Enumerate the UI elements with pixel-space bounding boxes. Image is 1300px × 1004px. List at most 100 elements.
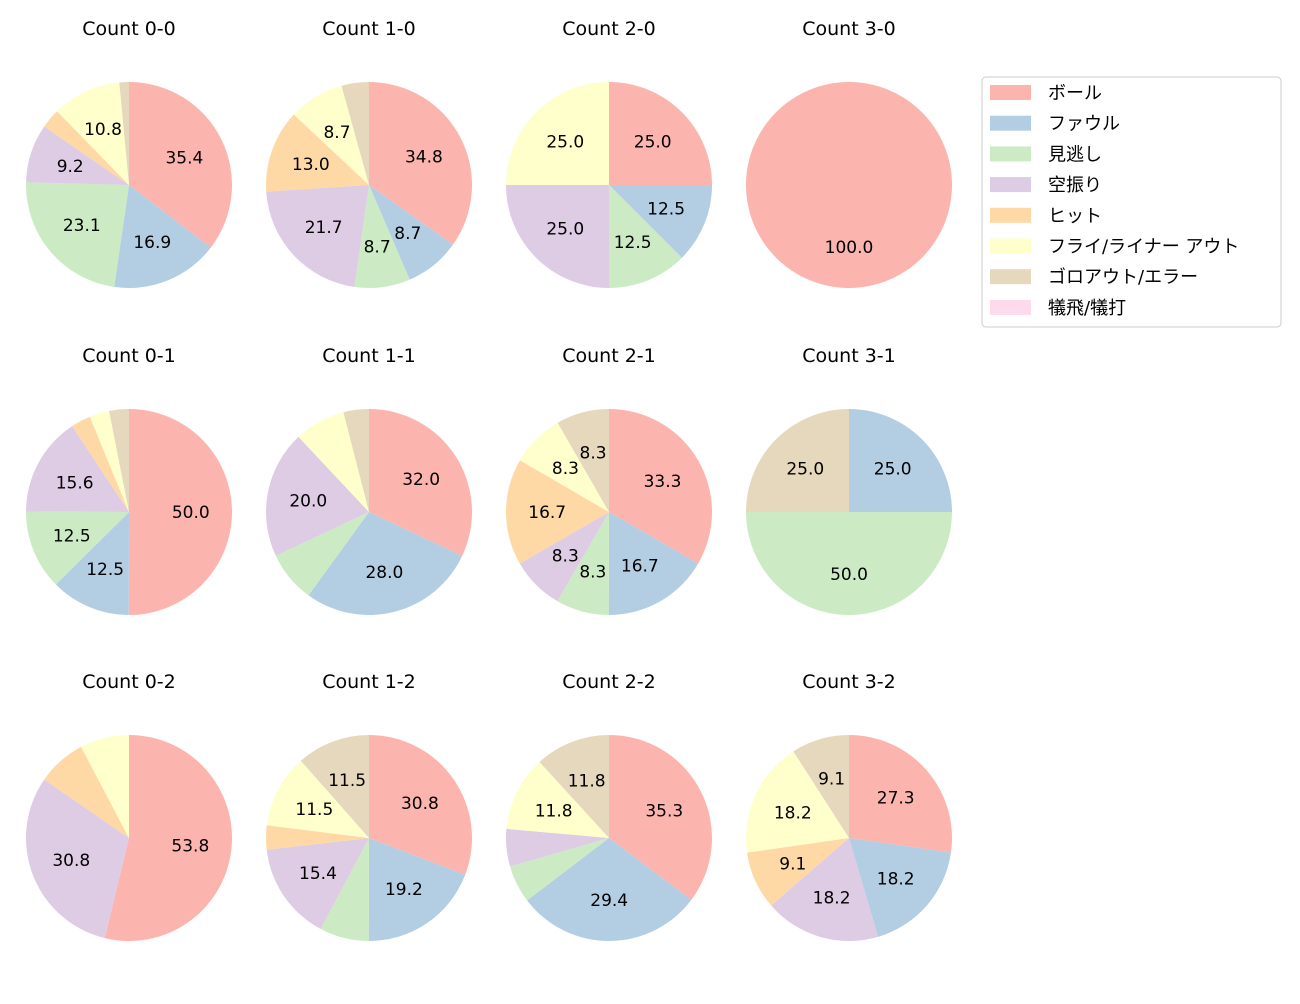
- pie-slice: [771, 838, 879, 942]
- pie-slice: [300, 735, 369, 838]
- slice-label: 11.5: [328, 771, 366, 791]
- pie-slice: [275, 512, 369, 596]
- slice-label: 12.5: [647, 200, 685, 220]
- legend-label: ゴロアウト/エラー: [1048, 267, 1198, 288]
- slice-label: 19.2: [385, 880, 423, 900]
- pie-slice: [26, 182, 129, 287]
- legend-label: 空振り: [1048, 175, 1102, 196]
- slice-label: 16.7: [528, 503, 566, 523]
- legend-swatch: [990, 115, 1031, 131]
- pie-title: Count 1-1: [322, 345, 416, 367]
- pie-slice: [609, 185, 712, 258]
- slice-label: 35.3: [645, 801, 683, 821]
- slice-label: 11.5: [295, 800, 333, 820]
- pie-slice: [266, 436, 369, 556]
- legend-label: 見逃し: [1048, 144, 1102, 165]
- slice-label: 20.0: [289, 491, 327, 511]
- pie-slice: [26, 426, 130, 512]
- pie-title: Count 2-0: [562, 18, 656, 40]
- slice-label: 50.0: [830, 565, 868, 585]
- pie-slice: [369, 735, 472, 875]
- slice-label: 25.0: [546, 220, 584, 240]
- pie-slice: [746, 512, 952, 615]
- slice-label: 15.4: [299, 864, 337, 884]
- pie-slice: [557, 409, 609, 512]
- pie-slice: [369, 185, 453, 280]
- pie-title: Count 2-1: [562, 345, 656, 367]
- slice-label: 8.7: [364, 237, 391, 257]
- pie-slice: [849, 409, 952, 512]
- slice-label: 34.8: [405, 148, 443, 168]
- pie-slice: [746, 409, 849, 512]
- pie-slice: [609, 409, 712, 564]
- pie-slice: [609, 735, 712, 900]
- slice-label: 9.2: [57, 157, 84, 177]
- pie-slice: [119, 82, 129, 185]
- slice-label: 18.2: [774, 803, 812, 823]
- pie-slice: [609, 185, 682, 288]
- pie-slice: [506, 185, 609, 288]
- slice-label: 18.2: [813, 888, 851, 908]
- slice-label: 23.1: [63, 216, 101, 236]
- pie-chart: Count 3-0 100.0: [746, 18, 952, 288]
- pie-chart: Count 2-133.316.78.38.316.78.38.3: [506, 345, 712, 616]
- pie-slice: [368, 838, 466, 941]
- slice-label: 11.8: [535, 802, 573, 822]
- pie-slice: [109, 409, 129, 512]
- pie-slice: [510, 838, 609, 901]
- pie-slice: [341, 82, 369, 185]
- pie-slice: [89, 410, 129, 512]
- pie-slice: [266, 114, 369, 192]
- pie-chart: Count 3-1 25.0 50.0 25.0: [746, 345, 952, 615]
- pie-slice: [298, 412, 369, 512]
- pie-slice: [539, 735, 609, 838]
- pie-slice: [369, 82, 473, 245]
- pie-slice: [72, 416, 129, 512]
- slice-label: 25.0: [874, 459, 912, 479]
- legend-swatch: [990, 146, 1031, 162]
- slice-label: 25.0: [786, 459, 824, 479]
- pie-title: Count 3-2: [802, 671, 896, 693]
- pie-chart: Count 0-0 35.4 16.9 23.1 9.210.8: [26, 18, 232, 288]
- slice-label: 25.0: [546, 132, 584, 152]
- legend-swatch: [990, 177, 1031, 193]
- slice-label: 32.0: [402, 470, 440, 490]
- pie-title: Count 2-2: [562, 671, 656, 693]
- pie-slice: [104, 735, 232, 941]
- pie-slice: [320, 838, 369, 941]
- pie-slice: [25, 779, 129, 939]
- pie-chart: Count 1-2 30.8 19.2 15.4 11.5 11.5: [266, 671, 472, 941]
- pie-slice: [266, 760, 369, 838]
- pie-slice: [369, 409, 473, 556]
- pie-title: Count 3-0: [802, 18, 896, 40]
- slice-label: 16.9: [133, 233, 171, 253]
- pie-slice: [57, 82, 130, 185]
- pie-slice: [266, 838, 369, 930]
- pie-slice: [746, 751, 849, 853]
- slice-label: 16.7: [621, 557, 659, 577]
- pie-slice: [266, 185, 369, 287]
- pie-chart: Count 2-2 35.3 29.4 11.8 11.8: [506, 671, 712, 941]
- slice-label: 30.8: [52, 851, 90, 871]
- slice-label: 28.0: [365, 563, 403, 583]
- pie-slice: [293, 85, 369, 185]
- slice-label: 53.8: [171, 836, 209, 856]
- pie-slice: [609, 82, 712, 185]
- slice-label: 8.3: [552, 547, 579, 567]
- pie-slice: [44, 111, 129, 185]
- pie-slice: [129, 82, 232, 248]
- slice-label: 29.4: [590, 891, 628, 911]
- slice-label: 25.0: [634, 132, 672, 152]
- legend-label: フライ/ライナー アウト: [1048, 237, 1239, 258]
- pie-title: Count 0-0: [82, 18, 176, 40]
- slice-label: 8.7: [323, 123, 350, 143]
- legend-label: ボール: [1048, 83, 1102, 104]
- slice-label: 30.8: [401, 794, 439, 814]
- pie-slice: [746, 82, 952, 288]
- pie-slice: [506, 828, 609, 867]
- pie-chart: Count 2-0 25.0 12.5 12.5 25.0 25.0: [506, 18, 712, 288]
- pie-slice: [81, 735, 129, 838]
- slice-label: 11.8: [568, 771, 606, 791]
